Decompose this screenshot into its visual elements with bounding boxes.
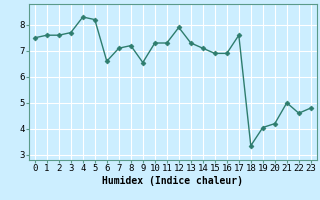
- X-axis label: Humidex (Indice chaleur): Humidex (Indice chaleur): [102, 176, 243, 186]
